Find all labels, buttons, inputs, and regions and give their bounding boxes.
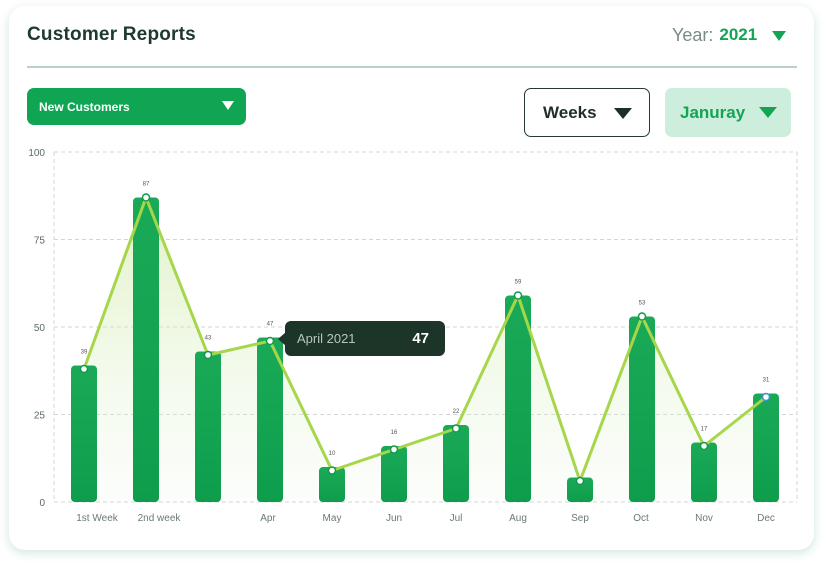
bar-2 (133, 197, 159, 502)
chevron-down-icon (772, 31, 787, 41)
x-tick-label: Jul (450, 513, 463, 524)
tooltip-label: April 2021 (297, 331, 356, 346)
trend-line (82, 196, 767, 483)
bar-12 (753, 393, 779, 502)
bar-8 (505, 295, 531, 502)
x-tick-label: Aug (509, 513, 527, 524)
data-label: 87 (143, 182, 150, 188)
tooltip-value: 47 (412, 330, 429, 347)
x-tick-label: 2nd week (138, 513, 182, 524)
bar-9 (567, 477, 593, 502)
x-tick-label: Apr (260, 513, 276, 524)
year-value: 2021 (719, 25, 758, 44)
data-label: 53 (639, 301, 646, 307)
x-tick-label: May (323, 513, 342, 524)
month-dropdown-label: Januray (680, 102, 746, 122)
metric-dropdown[interactable]: New Customers (27, 88, 246, 125)
bar-6 (381, 446, 407, 502)
line-area-fill (84, 197, 766, 502)
year-selector[interactable]: Year: 2021 (672, 24, 787, 46)
line-point-1 (79, 364, 89, 374)
x-tick-label: Nov (695, 513, 713, 524)
data-label: 17 (701, 427, 708, 433)
x-tick-label: Dec (757, 513, 775, 524)
period-dropdown[interactable]: Weeks (524, 88, 650, 137)
header-divider (27, 66, 797, 68)
bar-4 (257, 337, 283, 502)
line-point-8 (513, 291, 523, 300)
data-label: 31 (763, 378, 770, 384)
data-label: 59 (515, 280, 522, 286)
line-point-5 (327, 466, 337, 475)
bar-11 (691, 442, 717, 502)
bar-5 (319, 467, 345, 502)
month-dropdown[interactable]: Januray (665, 88, 791, 137)
caret-down-icon (222, 101, 234, 110)
y-tick-label: 75 (34, 236, 46, 247)
data-label: 39 (81, 350, 88, 356)
x-tick-label: Sep (571, 513, 589, 524)
data-label: 10 (329, 451, 336, 457)
data-label: 16 (391, 430, 398, 436)
x-tick-label: Oct (633, 513, 649, 524)
y-tick-label: 50 (34, 323, 46, 334)
y-tick-label: 100 (28, 148, 45, 159)
y-tick-label: 25 (34, 411, 46, 422)
x-tick-label: Jun (386, 513, 402, 524)
line-point-4 (265, 336, 275, 346)
metric-dropdown-label: New Customers (39, 99, 130, 114)
page-title: Customer Reports (27, 24, 196, 45)
line-point-10 (637, 312, 647, 321)
line-point-3 (203, 350, 213, 360)
line-point-11 (699, 441, 709, 451)
data-label: 47 (267, 322, 274, 328)
year-label: Year: (672, 24, 714, 45)
line-point-2 (141, 193, 151, 202)
line-point-7 (451, 424, 461, 433)
y-tick-label: 0 (39, 498, 45, 509)
chart-tooltip: April 2021 47 (278, 321, 445, 356)
x-tick-label: 1st Week (76, 513, 118, 524)
period-dropdown-label: Weeks (543, 102, 597, 122)
data-label: 43 (205, 336, 212, 342)
bar-10 (629, 316, 655, 502)
caret-down-icon (759, 107, 777, 118)
caret-down-icon (614, 108, 632, 119)
bar-1 (71, 365, 97, 502)
data-label: 22 (453, 409, 460, 415)
bar-3 (195, 351, 221, 502)
line-point-9 (575, 476, 585, 486)
bar-7 (443, 425, 469, 502)
line-point-6 (389, 445, 399, 454)
line-point-12 (761, 392, 771, 402)
